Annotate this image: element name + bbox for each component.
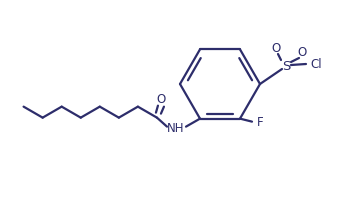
- Text: NH: NH: [167, 122, 185, 135]
- Text: S: S: [282, 60, 290, 73]
- Text: O: O: [297, 45, 307, 59]
- Text: Cl: Cl: [310, 58, 322, 70]
- Text: O: O: [271, 41, 281, 55]
- Text: F: F: [257, 116, 263, 129]
- Text: O: O: [156, 93, 166, 106]
